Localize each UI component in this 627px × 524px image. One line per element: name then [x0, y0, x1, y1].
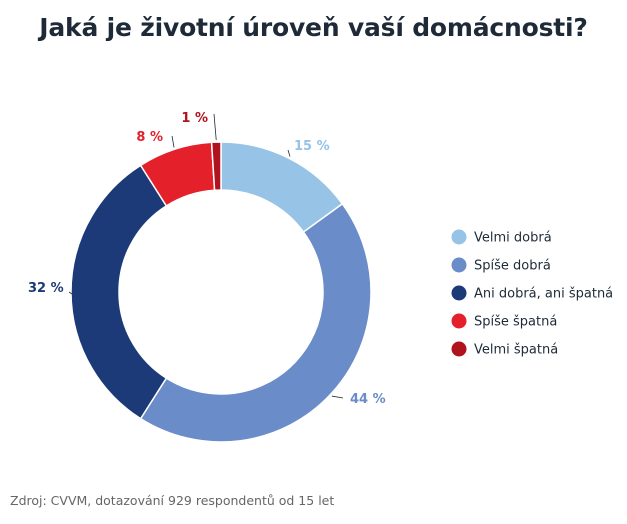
chart-title: Jaká je životní úroveň vaší domácnosti? — [39, 13, 588, 42]
connector-velmi-dobra — [287, 149, 291, 157]
legend: Velmi dobrá Spíše dobrá Ani dobrá, ani špa… — [451, 229, 613, 358]
legend-label-ani-dobra-ani-spatna: Ani dobrá, ani špatná — [474, 287, 613, 302]
connector-ani-dobra-ani-spatna — [68, 291, 73, 295]
connector-spise-dobra — [331, 395, 344, 399]
legend-label-velmi-dobra: Velmi dobrá — [474, 231, 552, 246]
legend-swatch-spise-dobra — [451, 257, 467, 273]
legend-swatch-velmi-spatna — [451, 341, 467, 357]
data-label-velmi-dobra: 15 % — [294, 139, 330, 154]
slices — [70, 141, 372, 443]
source-note: Zdroj: CVVM, dotazování 929 respondentů … — [10, 493, 335, 508]
legend-swatch-spise-spatna — [451, 313, 467, 329]
label-connectors — [68, 113, 344, 399]
legend-swatch-velmi-dobra — [451, 229, 467, 245]
legend-swatch-ani-dobra-ani-spatna — [451, 285, 467, 301]
slice-labels: 15 % 44 % 32 % 8 % 1 % — [28, 111, 386, 407]
slice-spise-dobra — [139, 202, 372, 443]
slice-velmi-spatna — [210, 141, 222, 191]
connector-velmi-spatna — [213, 113, 217, 141]
slice-ani-dobra-ani-spatna — [70, 164, 168, 420]
connector-spise-spatna — [171, 135, 175, 148]
legend-label-spise-dobra: Spíše dobrá — [474, 259, 551, 274]
data-label-velmi-spatna: 1 % — [181, 111, 208, 126]
data-label-ani-dobra-ani-spatna: 32 % — [28, 281, 64, 296]
data-label-spise-dobra: 44 % — [350, 392, 386, 407]
legend-label-velmi-spatna: Velmi špatná — [474, 343, 558, 358]
data-label-spise-spatna: 8 % — [136, 130, 163, 145]
legend-label-spise-spatna: Spíše špatná — [474, 315, 557, 330]
